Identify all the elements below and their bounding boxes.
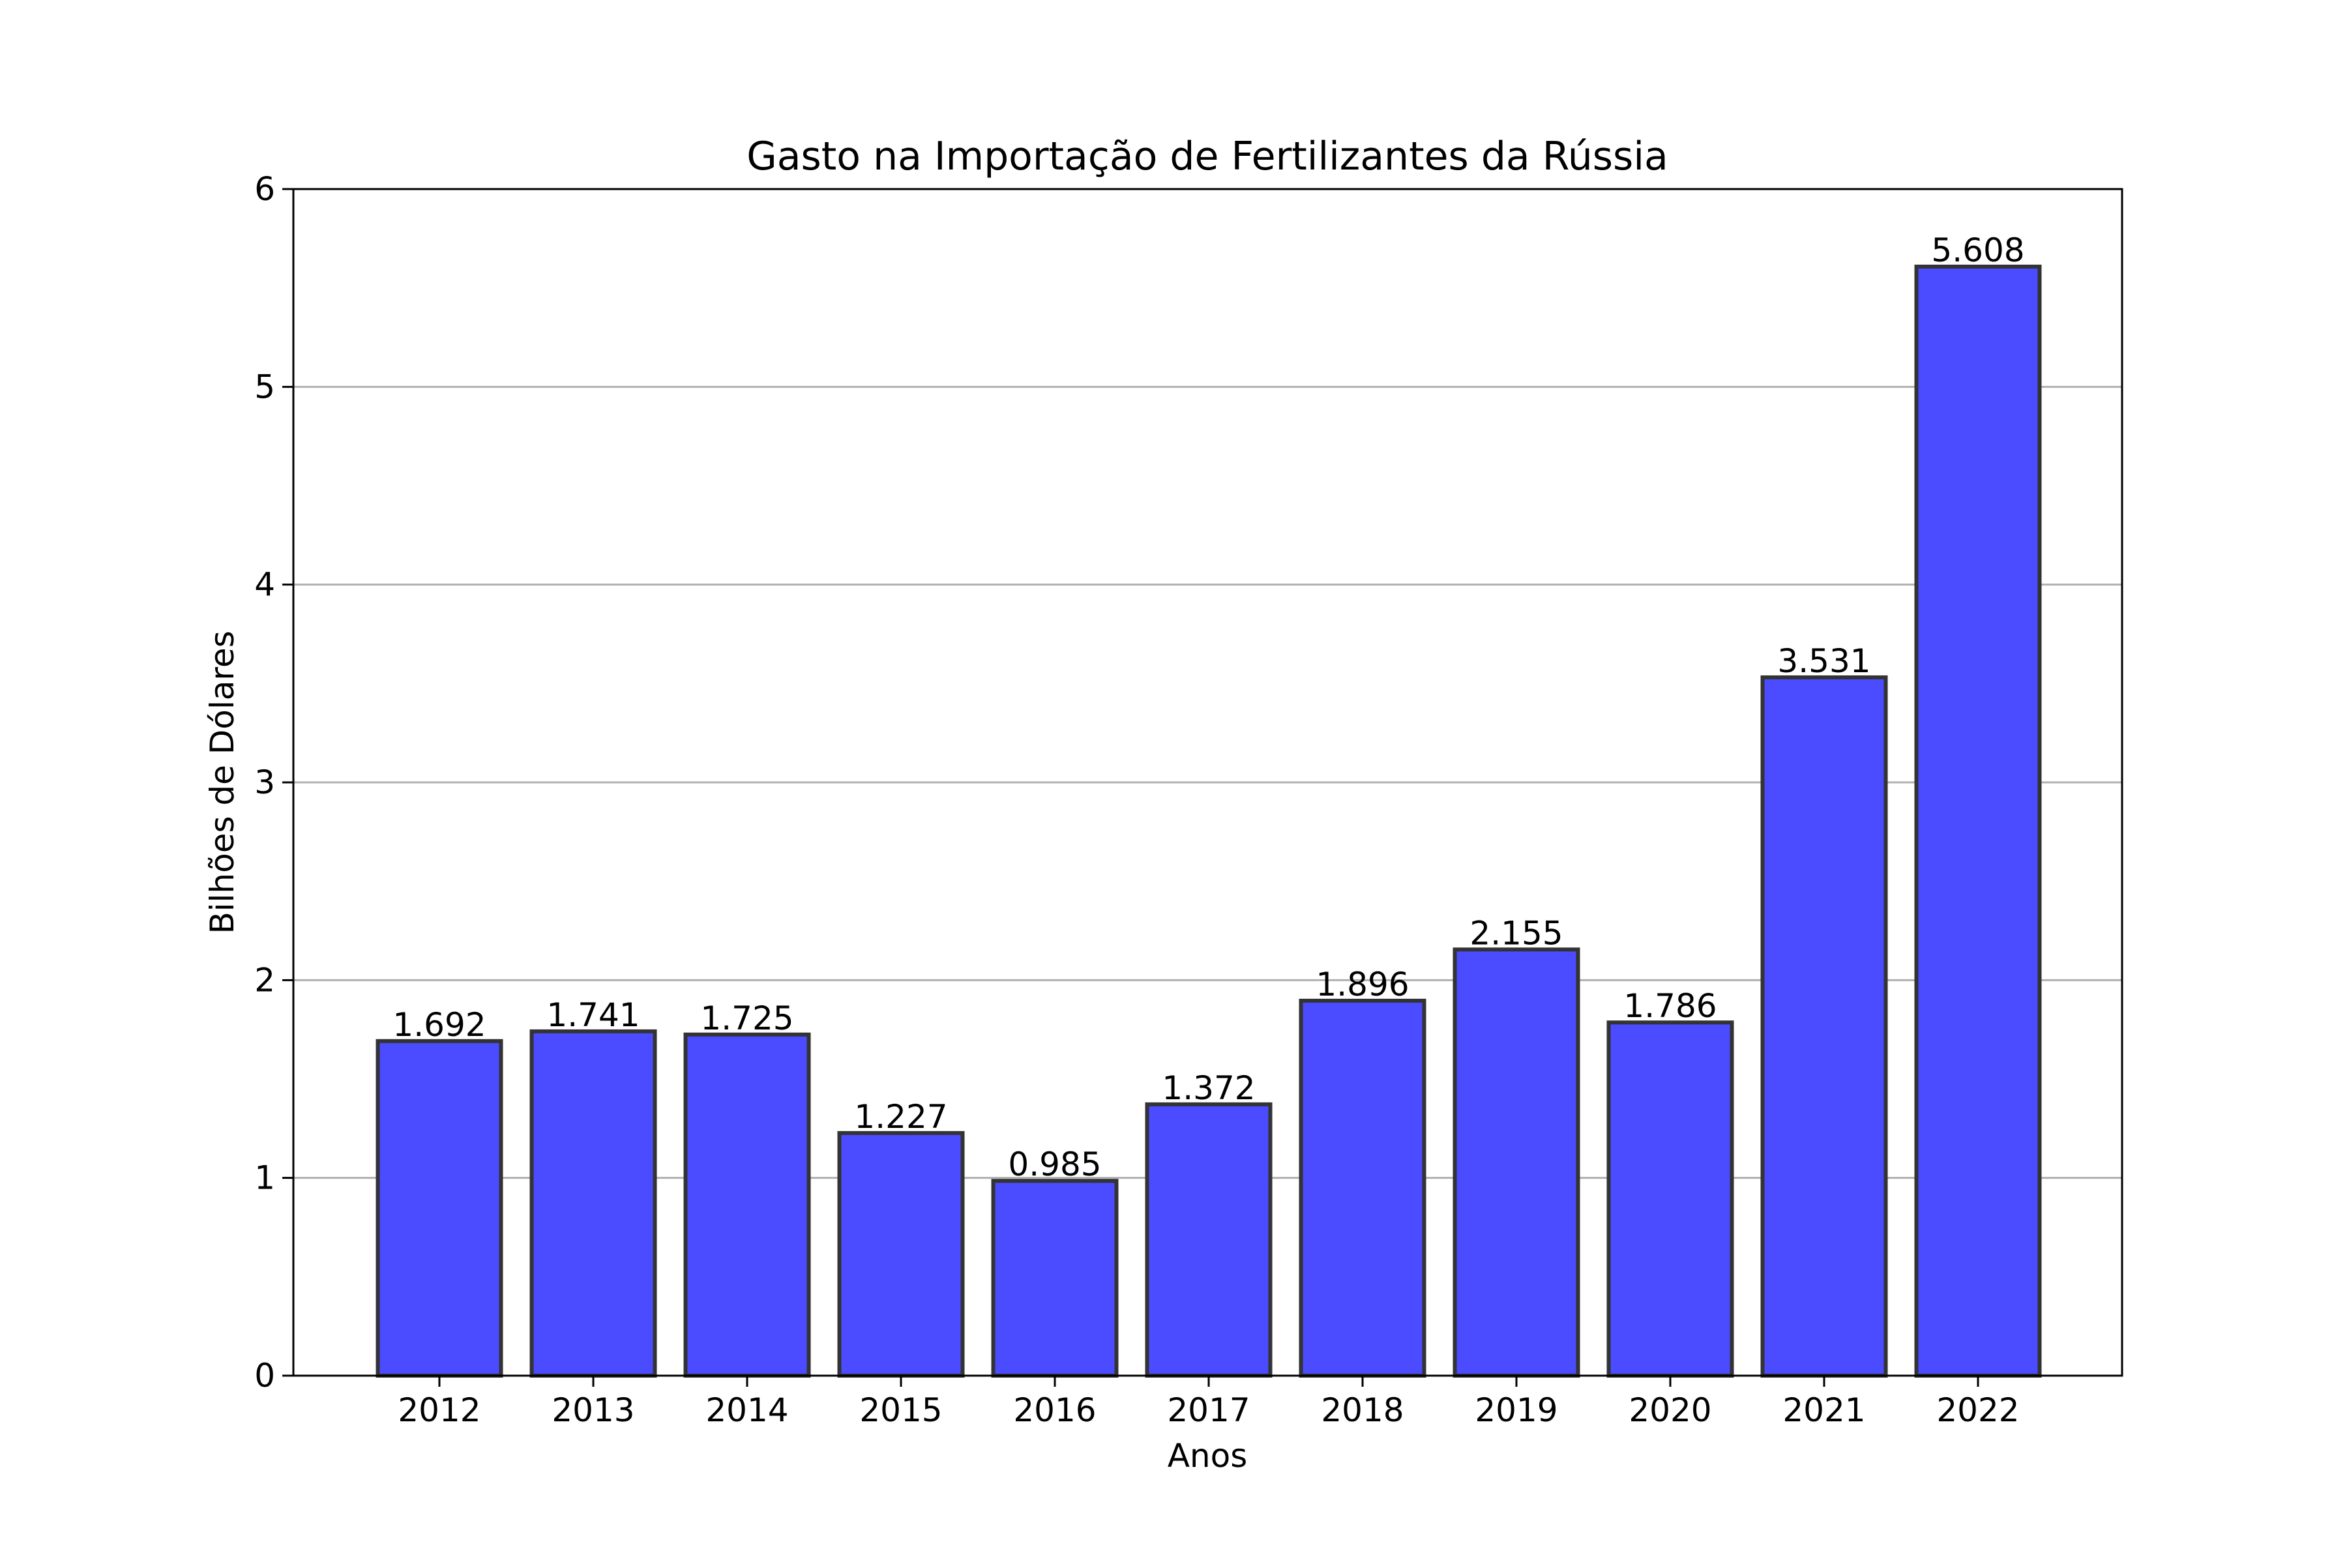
x-tick-label: 2015 xyxy=(859,1391,942,1429)
x-tick-label: 2014 xyxy=(705,1391,788,1429)
bar-value-label: 1.786 xyxy=(1623,987,1717,1025)
bar-2014 xyxy=(683,1032,811,1378)
bar-2021 xyxy=(1760,675,1888,1378)
bar-value-label: 1.372 xyxy=(1162,1069,1255,1107)
x-axis-label: Anos xyxy=(1168,1437,1248,1475)
y-tick-label: 2 xyxy=(254,961,275,999)
bars xyxy=(376,264,2042,1378)
bar-2018 xyxy=(1299,998,1426,1378)
bar-value-label: 3.531 xyxy=(1777,642,1870,680)
bar-value-label: 0.985 xyxy=(1008,1146,1101,1183)
bar-value-label: 2.155 xyxy=(1469,914,1563,952)
x-axis-ticks: 2012 2013 2014 2015 2016 2017 2018 2019 2020 2021… xyxy=(398,1376,2020,1429)
x-tick-label: 2012 xyxy=(398,1391,480,1429)
bar-value-labels: 1.692 1.741 1.725 1.227 0.985 1.372 1.896 2.155… xyxy=(392,231,2024,1183)
x-tick-label: 2022 xyxy=(1936,1391,2019,1429)
bar-value-label: 1.692 xyxy=(392,1006,486,1044)
bar-value-label: 1.725 xyxy=(700,999,793,1037)
y-tick-label: 4 xyxy=(254,566,275,604)
bar-2019 xyxy=(1453,947,1580,1378)
bar-2015 xyxy=(837,1131,965,1378)
bar-2022 xyxy=(1914,264,2042,1378)
y-tick-label: 0 xyxy=(254,1357,275,1395)
bar-2017 xyxy=(1145,1102,1273,1378)
y-axis-label: Bilhões de Dólares xyxy=(203,630,241,934)
bar-value-label: 1.896 xyxy=(1316,966,1409,1003)
x-tick-label: 2013 xyxy=(552,1391,634,1429)
y-tick-label: 3 xyxy=(254,763,275,801)
y-axis-ticks: 0 1 2 3 4 5 6 xyxy=(254,170,293,1395)
x-tick-label: 2019 xyxy=(1475,1391,1557,1429)
x-tick-label: 2020 xyxy=(1629,1391,1711,1429)
x-tick-label: 2016 xyxy=(1013,1391,1096,1429)
x-tick-label: 2018 xyxy=(1321,1391,1404,1429)
y-tick-label: 5 xyxy=(254,368,275,406)
bar-value-label: 1.227 xyxy=(854,1098,947,1136)
y-tick-label: 1 xyxy=(254,1159,275,1197)
y-tick-label: 6 xyxy=(254,170,275,208)
bar-2013 xyxy=(529,1029,657,1378)
bar-value-label: 1.741 xyxy=(546,996,640,1034)
bar-2020 xyxy=(1606,1020,1734,1378)
bar-2012 xyxy=(376,1039,503,1378)
bar-value-label: 5.608 xyxy=(1931,231,2024,269)
x-tick-label: 2021 xyxy=(1782,1391,1865,1429)
bar-2016 xyxy=(991,1179,1119,1378)
x-tick-label: 2017 xyxy=(1167,1391,1250,1429)
chart-title: Gasto na Importação de Fertilizantes da … xyxy=(746,134,1668,179)
